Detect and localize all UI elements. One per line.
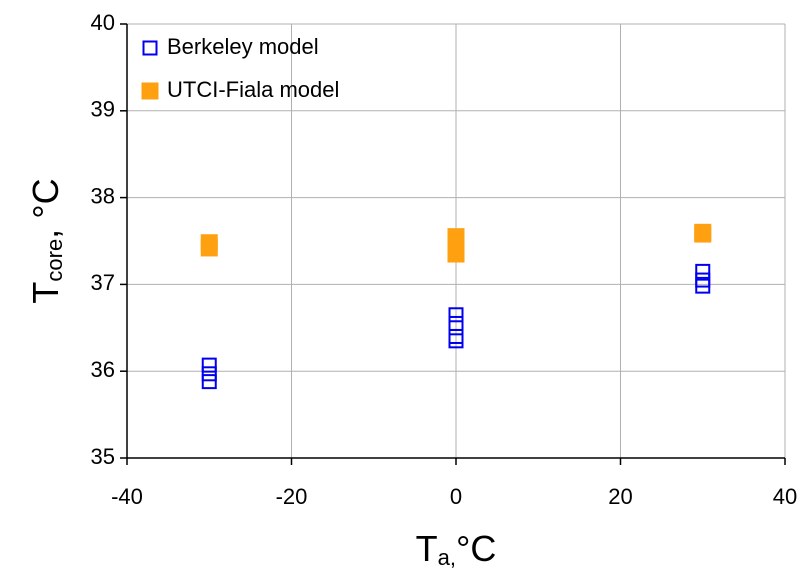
point bbox=[201, 357, 217, 373]
y-tick-label: 36 bbox=[91, 357, 115, 382]
point bbox=[200, 234, 218, 252]
point bbox=[694, 223, 712, 241]
point bbox=[201, 374, 217, 390]
y-axis-title-suffix: , °C bbox=[25, 178, 66, 238]
x-axis-title: Ta,°C bbox=[416, 528, 497, 569]
x-tick-label: 40 bbox=[773, 484, 797, 509]
y-tick-label: 40 bbox=[91, 10, 115, 35]
x-axis-title-base: T bbox=[416, 528, 438, 569]
x-tick-label: 20 bbox=[608, 484, 632, 509]
y-tick-label: 37 bbox=[91, 270, 115, 295]
legend-label: UTCI-Fiala model bbox=[167, 77, 339, 102]
legend-label: Berkeley model bbox=[167, 34, 319, 59]
x-tick-label: -40 bbox=[111, 484, 143, 509]
y-tick-label: 39 bbox=[91, 97, 115, 122]
point bbox=[201, 366, 217, 382]
x-tick-label: 0 bbox=[450, 484, 462, 509]
point bbox=[448, 333, 464, 349]
x-axis-title-subscript: a, bbox=[438, 545, 456, 569]
x-axis-title-suffix: °C bbox=[456, 528, 496, 569]
y-axis-title: Tcore, °C bbox=[25, 178, 67, 303]
y-axis-title-subscript: core bbox=[42, 239, 67, 282]
x-tick-label: -20 bbox=[276, 484, 308, 509]
point bbox=[695, 263, 711, 279]
legend-marker bbox=[142, 40, 158, 56]
point bbox=[447, 228, 465, 246]
legend-marker bbox=[141, 82, 159, 100]
point bbox=[695, 278, 711, 294]
y-tick-label: 38 bbox=[91, 183, 115, 208]
y-tick-label: 35 bbox=[91, 444, 115, 469]
y-axis-title-base: T bbox=[25, 282, 66, 304]
point bbox=[448, 307, 464, 323]
